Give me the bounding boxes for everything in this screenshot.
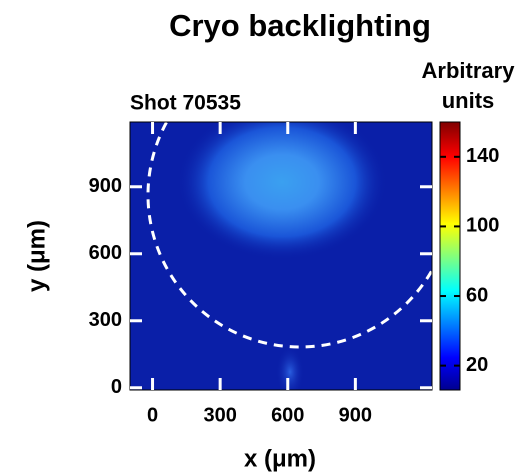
glow [276, 346, 304, 390]
frame [129, 121, 433, 391]
image [130, 122, 432, 390]
x-tick-label: 0 [147, 404, 158, 426]
colorbar [439, 121, 461, 391]
subtitle: Shot 70535 [130, 92, 241, 115]
x-tick-label: 900 [339, 404, 372, 426]
glow [177, 122, 387, 260]
y-axis-label: y (μm) [23, 220, 50, 292]
x-tick-label: 600 [271, 404, 304, 426]
y-tick-label: 600 [89, 242, 122, 264]
colorbar-tick-label: 60 [466, 284, 488, 306]
chart-title: Cryo backlighting [169, 8, 431, 43]
y-tick-label: 300 [89, 309, 122, 331]
colorbar-tick-label: 20 [466, 354, 488, 376]
colorbar-label: Arbitrary [422, 58, 516, 83]
x-axis-label: x (μm) [244, 445, 316, 472]
y-tick-label: 0 [111, 376, 122, 398]
y-tick-label: 900 [89, 175, 122, 197]
colorbar-label: units [442, 88, 495, 113]
colorbar-tick-label: 100 [466, 215, 499, 237]
colorbar-tick-label: 140 [466, 145, 499, 167]
x-tick-label: 300 [203, 404, 236, 426]
